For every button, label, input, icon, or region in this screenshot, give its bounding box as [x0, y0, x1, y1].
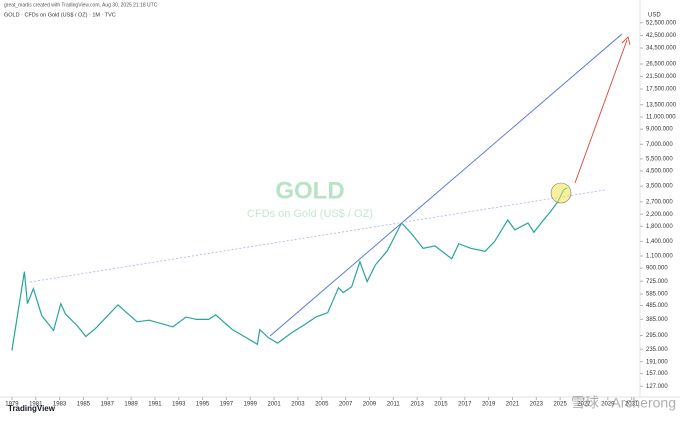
x-tick-label: 2029 — [601, 402, 615, 408]
x-tick-label: 1993 — [172, 402, 186, 408]
y-tick-label: 11,000.000 — [646, 115, 676, 121]
y-tick-label: 5,500.000 — [646, 156, 673, 162]
y-tick-label: 3,500.000 — [646, 184, 673, 190]
x-tick-label: 1983 — [53, 402, 67, 408]
y-tick-label: 725.000 — [646, 279, 668, 285]
x-tick-label: 2027 — [577, 402, 591, 408]
x-tick-label: 2015 — [434, 402, 448, 408]
y-tick-label: 2,200.000 — [646, 212, 673, 218]
source-watermark: 雪球 · Archerong — [571, 395, 676, 411]
trend-line — [269, 33, 623, 337]
y-tick-label: 1,400.000 — [646, 239, 673, 245]
symbol: GOLD · CFDs on Gold (US$ / OZ) · 1M · TV… — [4, 12, 116, 18]
y-tick-label: 2,700.000 — [646, 199, 673, 205]
watermark-subtitle: CFDs on Gold (US$ / OZ) — [247, 208, 373, 220]
y-tick-label: 21,500.000 — [646, 74, 677, 80]
x-tick-label: 2005 — [315, 402, 329, 408]
y-tick-label: 191.000 — [646, 359, 668, 365]
x-tick-label: 1989 — [124, 402, 138, 408]
x-tick-label: 1979 — [5, 402, 19, 408]
arrow-head — [621, 36, 631, 46]
x-tick-label: 1997 — [220, 402, 234, 408]
y-tick-label: 34,500.000 — [646, 46, 677, 52]
x-tick-label: 2001 — [267, 402, 281, 408]
x-tick-label: 2023 — [530, 402, 544, 408]
highlight-circle — [550, 182, 572, 204]
y-tick-label: 7,000.000 — [646, 142, 673, 148]
x-tick-label: 2011 — [387, 402, 401, 408]
y-unit: USD — [648, 13, 661, 19]
y-tick-label: 900.000 — [646, 266, 668, 272]
y-tick-label: 235.000 — [646, 347, 668, 353]
x-tick-label: 2019 — [482, 402, 496, 408]
y-tick-label: 13,500.000 — [646, 102, 677, 108]
x-tick-label: 2007 — [339, 402, 353, 408]
plot: 52,500.000 42,500.000 34,500.000 26,500.000… — [5, 20, 676, 407]
x-tick-label: 2013 — [410, 402, 424, 408]
y-tick-label: 26,500.000 — [646, 62, 677, 68]
x-tick-label: 2003 — [291, 402, 305, 408]
brand: TradingView — [8, 404, 56, 413]
y-tick-label: 17,500.000 — [646, 87, 677, 93]
watermark-title: GOLD — [275, 177, 344, 204]
x-tick-label: 1981 — [29, 402, 43, 408]
projection-arrow — [574, 39, 628, 184]
y-tick-label: 157.000 — [646, 371, 668, 377]
y-tick-label: 1,800.000 — [646, 224, 673, 230]
x-tick-label: 1991 — [148, 402, 162, 408]
y-tick-label: 52,500.000 — [646, 20, 677, 26]
y-tick-label: 485.000 — [646, 303, 668, 309]
x-tick-label: 2031 — [625, 402, 639, 408]
x-tick-label: 2017 — [458, 402, 472, 408]
y-tick-label: 585.000 — [646, 292, 668, 298]
x-tick-label: 2021 — [506, 402, 520, 408]
credit: great_martis created with TradingView.co… — [4, 2, 158, 8]
y-tick-label: 42,500.000 — [646, 33, 677, 39]
x-tick-label: 1985 — [77, 402, 91, 408]
y-tick-label: 127.000 — [646, 384, 668, 390]
price-line — [11, 187, 568, 351]
x-tick-label: 2025 — [553, 402, 567, 408]
x-tick-label: 1987 — [101, 402, 115, 408]
x-tick-label: 1995 — [196, 402, 210, 408]
y-tick-label: 4,500.000 — [646, 169, 673, 175]
dashed-trend-line — [29, 189, 606, 283]
y-tick-label: 295.000 — [646, 333, 668, 339]
x-tick-label: 1999 — [244, 402, 258, 408]
y-tick-label: 1,100.000 — [646, 254, 673, 260]
x-tick-label: 2009 — [363, 402, 377, 408]
y-tick-label: 385.000 — [646, 317, 668, 323]
y-tick-label: 9,000.000 — [646, 127, 673, 133]
